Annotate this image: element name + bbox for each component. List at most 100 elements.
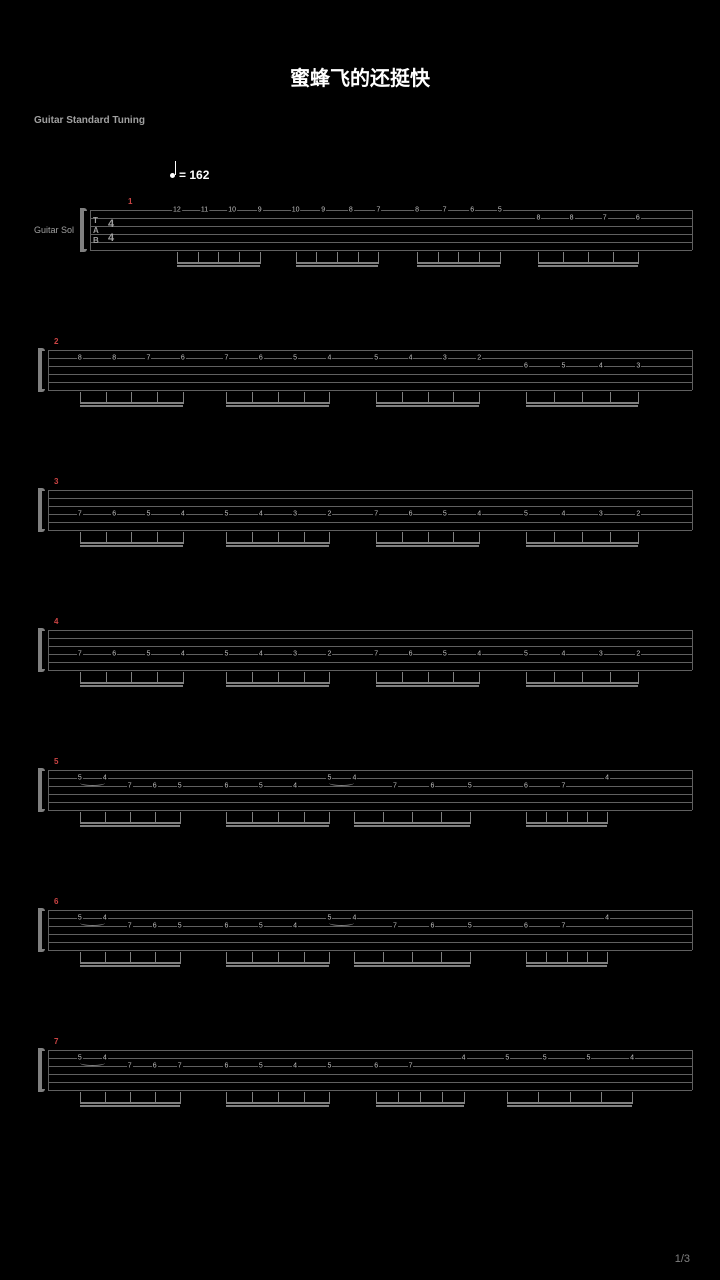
fret-number: 6: [523, 923, 529, 930]
fret-number: 4: [258, 651, 264, 658]
fret-number: 4: [476, 511, 482, 518]
fret-number: 8: [111, 355, 117, 362]
beam-line: [376, 682, 479, 684]
barline: [692, 210, 693, 250]
string-line: [48, 366, 692, 367]
staff-bracket: [38, 770, 42, 810]
beam-line: [80, 542, 183, 544]
fret-number: 8: [569, 215, 575, 222]
beam-line: [80, 965, 180, 967]
fret-number: 6: [373, 1063, 379, 1070]
fret-number: 7: [146, 355, 152, 362]
beam-line: [80, 1105, 180, 1107]
beam-line: [226, 962, 329, 964]
beam-group: [80, 672, 183, 688]
beam-line: [526, 822, 607, 824]
fret-number: 2: [326, 511, 332, 518]
beam-line: [177, 265, 260, 267]
fret-number: 5: [224, 511, 230, 518]
beam-group: [526, 672, 638, 688]
beam-line: [526, 402, 638, 404]
string-line: [48, 530, 692, 531]
fret-number: 7: [375, 207, 381, 214]
note-stem: [479, 392, 480, 404]
beam-group: [226, 672, 329, 688]
beam-line: [80, 962, 180, 964]
fret-number: 5: [224, 651, 230, 658]
note-stem: [180, 952, 181, 964]
note-stem: [329, 392, 330, 404]
fret-number: 4: [180, 651, 186, 658]
barline: [48, 490, 49, 530]
note-stem: [607, 812, 608, 824]
staff-bracket: [80, 210, 84, 250]
string-line: [48, 662, 692, 663]
barline: [48, 910, 49, 950]
beam-group: [226, 392, 329, 408]
fret-number: 6: [408, 511, 414, 518]
fret-number: 5: [523, 651, 529, 658]
string-line: [48, 350, 692, 351]
instrument-label: Guitar Sol: [34, 225, 74, 235]
fret-number: 7: [442, 207, 448, 214]
fret-number: 7: [127, 1063, 133, 1070]
beam-line: [526, 682, 638, 684]
beam-line: [526, 965, 607, 967]
beam-line: [226, 682, 329, 684]
fret-number: 2: [635, 651, 641, 658]
note-stem: [260, 252, 261, 264]
fret-number: 9: [257, 207, 263, 214]
fret-number: 6: [224, 783, 230, 790]
string-line: [90, 242, 692, 243]
staff-bracket: [38, 630, 42, 670]
string-line: [48, 1050, 692, 1051]
fret-number: 5: [258, 923, 264, 930]
fret-number: 5: [177, 923, 183, 930]
barline: [692, 1050, 693, 1090]
string-line: [48, 950, 692, 951]
fret-number: 4: [180, 511, 186, 518]
fret-number: 8: [414, 207, 420, 214]
fret-number: 4: [461, 1055, 467, 1062]
beam-line: [376, 1105, 463, 1107]
beam-line: [376, 542, 479, 544]
note-stem: [479, 672, 480, 684]
fret-number: 4: [476, 651, 482, 658]
beam-line: [296, 262, 379, 264]
string-line: [48, 1074, 692, 1075]
string-line: [48, 786, 692, 787]
fret-number: 6: [408, 651, 414, 658]
fret-number: 7: [392, 783, 398, 790]
fret-number: 4: [292, 1063, 298, 1070]
barline: [90, 210, 91, 250]
fret-number: 7: [392, 923, 398, 930]
fret-number: 5: [373, 355, 379, 362]
beam-group: [80, 1092, 180, 1108]
beam-line: [226, 405, 329, 407]
beam-line: [526, 685, 638, 687]
fret-number: 5: [442, 511, 448, 518]
staff-system: 65476565454765674: [48, 910, 692, 950]
beam-line: [417, 262, 500, 264]
fret-number: 6: [111, 511, 117, 518]
beam-line: [296, 265, 379, 267]
string-line: [48, 390, 692, 391]
fret-number: 6: [469, 207, 475, 214]
barline: [48, 630, 49, 670]
beam-line: [354, 965, 469, 967]
string-line: [90, 226, 692, 227]
fret-number: 2: [635, 511, 641, 518]
tempo-marking: = 162: [170, 168, 209, 182]
string-line: [48, 910, 692, 911]
beam-line: [354, 822, 469, 824]
note-stem: [378, 252, 379, 264]
beam-line: [80, 825, 180, 827]
beam-group: [226, 952, 329, 968]
beam-line: [226, 965, 329, 967]
beam-group: [226, 1092, 329, 1108]
beam-group: [526, 532, 638, 548]
fret-number: 5: [146, 511, 152, 518]
note-stem: [183, 532, 184, 544]
beam-group: [507, 1092, 632, 1108]
tab-staff: 28876765454326543: [48, 350, 692, 390]
